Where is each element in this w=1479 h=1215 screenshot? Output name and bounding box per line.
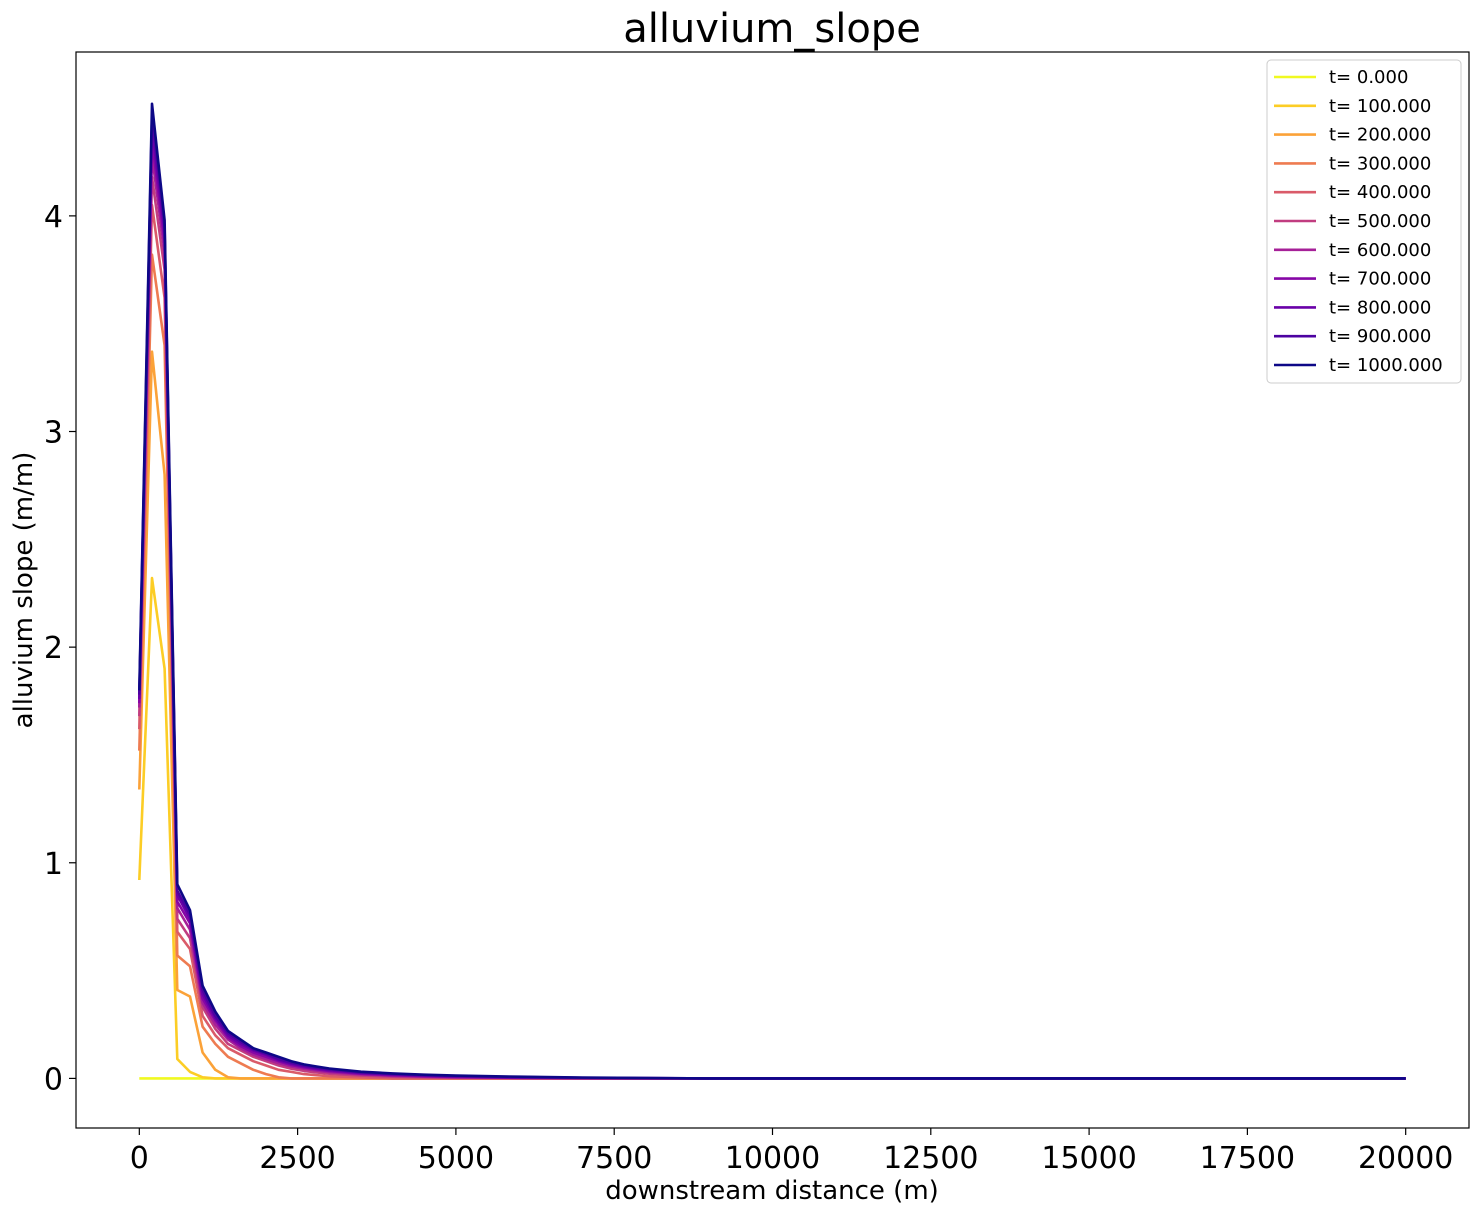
legend-label-8: t= 800.000 (1329, 297, 1431, 318)
plot-area (138, 102, 1406, 1080)
x-tick-label-3: 7500 (576, 1141, 652, 1176)
y-tick-label-0: 0 (44, 1062, 63, 1097)
x-tick-label-6: 15000 (1041, 1141, 1136, 1176)
y-axis-label: alluvium slope (m/m) (9, 452, 39, 729)
legend-box (1266, 59, 1462, 384)
x-axis-label: downstream distance (m) (605, 1176, 939, 1206)
x-tick-label-0: 0 (130, 1141, 149, 1176)
legend-label-9: t= 900.000 (1329, 326, 1431, 347)
y-tick-label-3: 3 (44, 416, 63, 451)
legend-label-10: t= 1000.000 (1329, 355, 1443, 376)
legend-label-7: t= 700.000 (1329, 269, 1431, 290)
legend-label-4: t= 400.000 (1329, 182, 1431, 203)
legend-label-1: t= 100.000 (1329, 96, 1431, 117)
legend-label-3: t= 300.000 (1329, 153, 1431, 174)
x-tick-label-4: 10000 (725, 1141, 820, 1176)
x-tick-label-8: 20000 (1358, 1141, 1453, 1176)
y-tick-label-1: 1 (44, 847, 63, 882)
y-tick-label-4: 4 (44, 200, 63, 235)
ticks: 0 2500 5000 7500 10000 12500 15000 17500 20000 0 1… (44, 200, 1453, 1176)
chart-title: alluvium_slope (623, 6, 921, 52)
series-line-10 (138, 102, 1406, 1080)
x-tick-label-1: 2500 (259, 1141, 335, 1176)
legend-label-0: t= 0.000 (1329, 67, 1408, 88)
legend: t= 0.000 t= 100.000 t= 200.000 t= 300.000 t=… (1266, 59, 1462, 384)
legend-label-2: t= 200.000 (1329, 125, 1431, 146)
x-tick-label-5: 12500 (883, 1141, 978, 1176)
x-tick-label-7: 17500 (1200, 1141, 1295, 1176)
legend-label-6: t= 600.000 (1329, 240, 1431, 261)
x-tick-label-2: 5000 (418, 1141, 494, 1176)
legend-label-5: t= 500.000 (1329, 211, 1431, 232)
y-tick-label-2: 2 (44, 631, 63, 666)
